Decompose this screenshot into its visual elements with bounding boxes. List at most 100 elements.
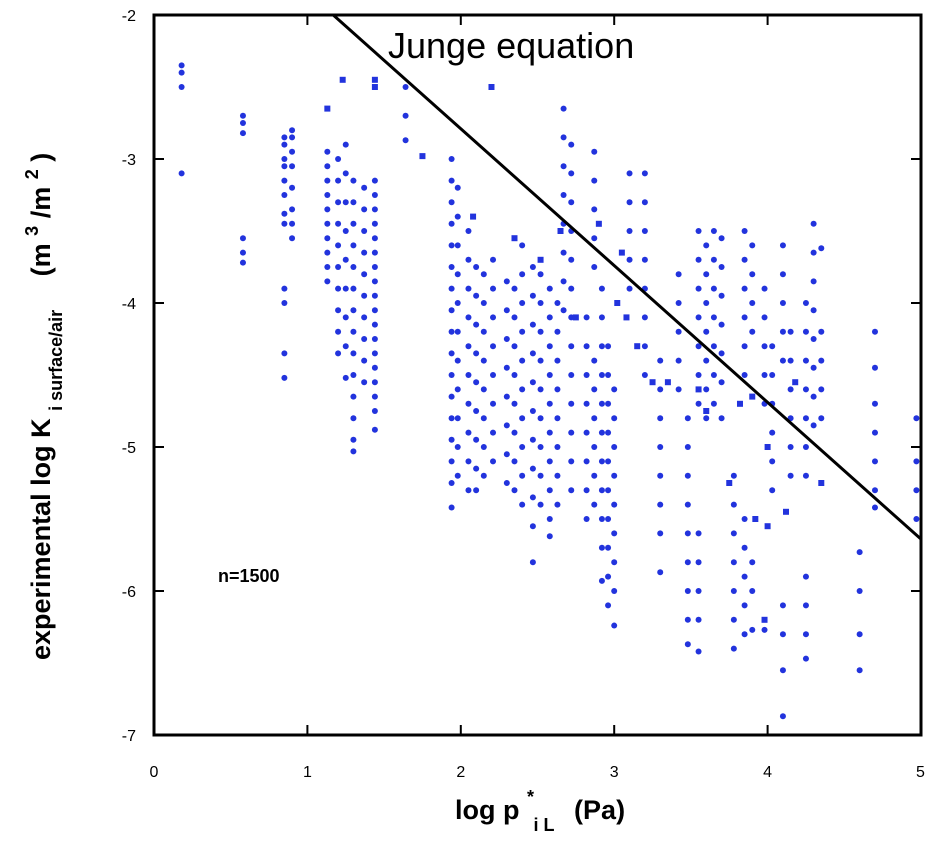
junge-equation-line bbox=[330, 15, 921, 542]
data-point bbox=[913, 516, 920, 522]
data-point bbox=[730, 530, 737, 537]
data-point bbox=[342, 170, 349, 177]
data-point bbox=[361, 271, 368, 278]
data-point bbox=[695, 228, 702, 234]
data-point bbox=[350, 328, 357, 335]
data-point bbox=[792, 379, 799, 386]
data-point bbox=[802, 386, 809, 393]
y-tick-label: -6 bbox=[122, 584, 136, 601]
data-point bbox=[519, 300, 526, 306]
y-tick-label: -2 bbox=[122, 8, 136, 25]
data-point bbox=[529, 264, 536, 270]
data-point bbox=[519, 386, 526, 393]
data-point bbox=[871, 504, 878, 511]
x-axis-title-unit: (Pa) bbox=[574, 795, 625, 825]
data-point bbox=[598, 285, 605, 292]
data-point bbox=[752, 516, 759, 522]
data-point bbox=[695, 372, 702, 378]
data-point bbox=[730, 559, 737, 566]
data-point bbox=[361, 314, 368, 321]
data-point bbox=[787, 357, 794, 364]
y-axis-title-main: experimental log K bbox=[26, 418, 56, 660]
data-point bbox=[913, 415, 920, 422]
data-point bbox=[554, 328, 561, 335]
data-point bbox=[787, 328, 794, 335]
data-point bbox=[511, 400, 518, 407]
plot-area bbox=[178, 15, 921, 720]
data-point bbox=[289, 148, 296, 155]
data-point bbox=[342, 228, 349, 234]
data-point bbox=[598, 314, 605, 321]
data-point bbox=[361, 379, 368, 386]
data-point bbox=[448, 415, 455, 422]
x-tick-label: 4 bbox=[763, 764, 772, 781]
data-point bbox=[695, 616, 702, 623]
data-point bbox=[503, 480, 510, 486]
data-point bbox=[684, 415, 691, 422]
data-point bbox=[519, 444, 526, 450]
data-point bbox=[281, 220, 288, 227]
data-point bbox=[529, 523, 536, 530]
data-point bbox=[480, 328, 487, 335]
data-point bbox=[611, 559, 618, 566]
data-point bbox=[741, 285, 748, 292]
data-point bbox=[695, 256, 702, 263]
data-point bbox=[641, 256, 648, 263]
data-point bbox=[480, 444, 487, 450]
data-point bbox=[490, 429, 497, 436]
data-point bbox=[779, 300, 786, 306]
data-point bbox=[741, 372, 748, 378]
data-point bbox=[560, 278, 567, 285]
data-point bbox=[605, 400, 612, 407]
data-point bbox=[749, 588, 756, 594]
data-point bbox=[568, 429, 575, 436]
data-point bbox=[568, 343, 575, 350]
data-point bbox=[519, 415, 526, 422]
data-point bbox=[611, 386, 618, 393]
data-point bbox=[529, 379, 536, 386]
data-point bbox=[598, 343, 605, 350]
data-point bbox=[537, 415, 544, 422]
data-point bbox=[802, 655, 809, 662]
data-point bbox=[583, 516, 590, 522]
data-point bbox=[511, 285, 518, 292]
data-point bbox=[802, 328, 809, 335]
data-point bbox=[684, 559, 691, 566]
data-point bbox=[335, 220, 342, 227]
data-point bbox=[572, 314, 579, 321]
data-point bbox=[871, 400, 878, 407]
data-point bbox=[598, 458, 605, 465]
y-tick-label: -5 bbox=[122, 440, 136, 457]
data-point bbox=[802, 357, 809, 364]
data-point bbox=[703, 408, 710, 414]
data-point bbox=[818, 415, 825, 422]
data-point bbox=[473, 350, 480, 357]
data-point bbox=[350, 393, 357, 400]
data-point bbox=[810, 422, 817, 429]
data-point bbox=[454, 328, 461, 335]
data-point bbox=[568, 487, 575, 494]
y-axis-title-sub: i surface/air bbox=[46, 310, 66, 411]
data-point bbox=[730, 588, 737, 594]
data-point bbox=[465, 458, 472, 465]
data-point bbox=[239, 112, 246, 119]
data-point bbox=[710, 343, 717, 350]
data-point bbox=[529, 321, 536, 328]
data-point bbox=[465, 285, 472, 292]
data-point bbox=[657, 444, 664, 450]
data-point bbox=[519, 328, 526, 335]
data-point bbox=[546, 400, 553, 407]
data-point bbox=[335, 177, 342, 184]
data-point bbox=[736, 400, 743, 407]
data-point bbox=[684, 501, 691, 508]
data-point bbox=[529, 436, 536, 443]
data-point bbox=[657, 357, 664, 364]
data-point bbox=[626, 256, 633, 263]
data-point bbox=[856, 667, 863, 674]
data-point bbox=[448, 177, 455, 184]
data-point bbox=[657, 569, 664, 576]
data-point bbox=[281, 350, 288, 357]
data-point bbox=[568, 170, 575, 177]
data-point bbox=[568, 285, 575, 292]
data-point bbox=[371, 177, 378, 184]
